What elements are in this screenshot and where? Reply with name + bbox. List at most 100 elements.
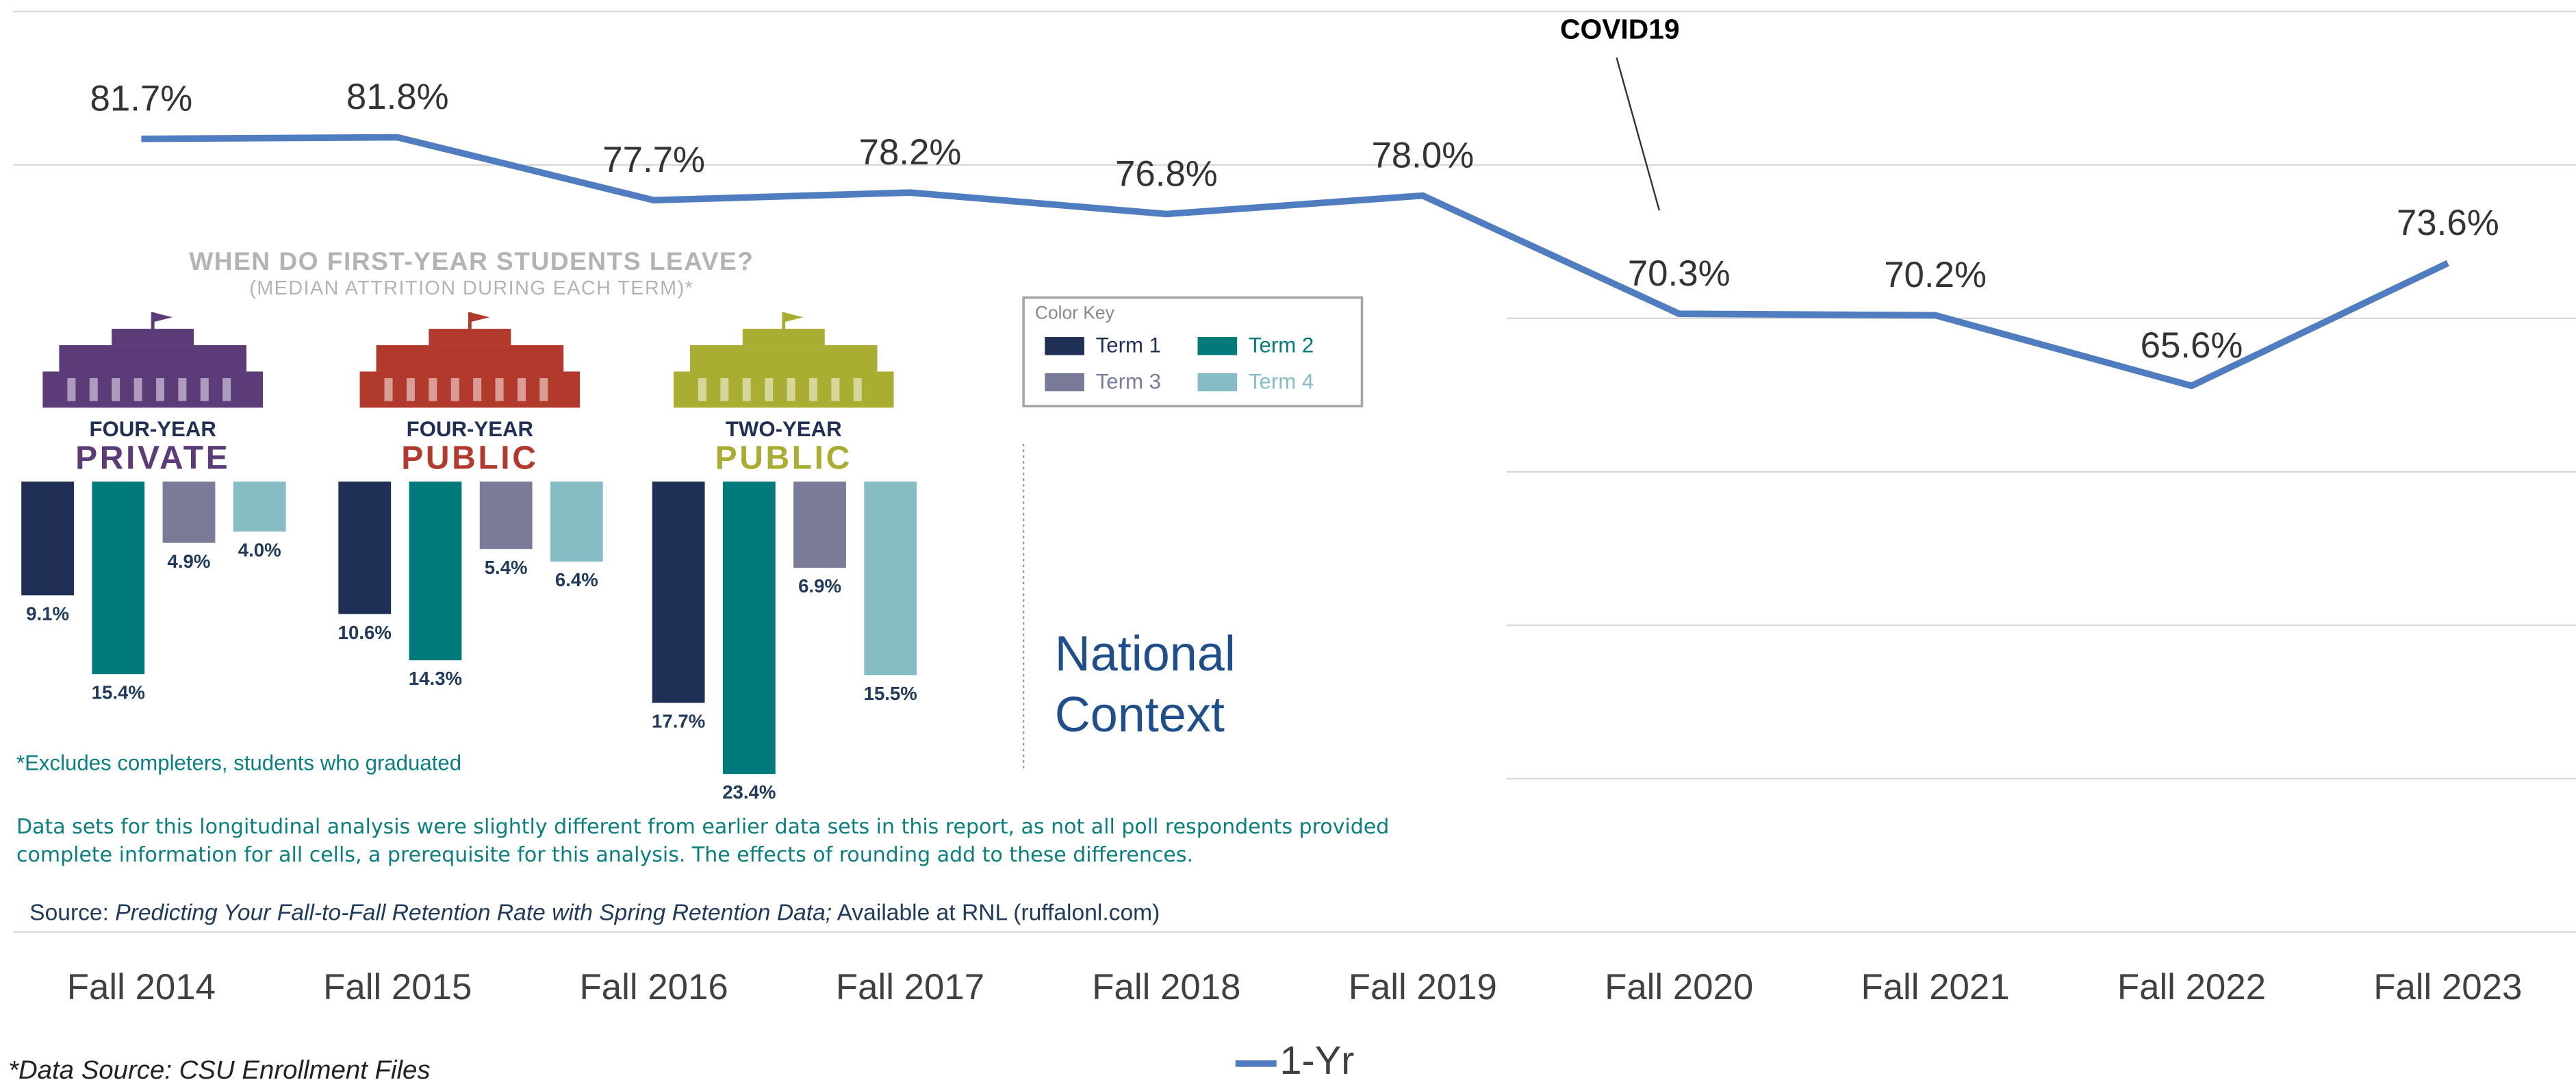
x-tick-label: Fall 2022: [2117, 967, 2266, 1007]
x-tick-label: Fall 2020: [1605, 967, 1753, 1007]
data-label: 70.3%: [1628, 253, 1731, 294]
bar: [338, 481, 391, 614]
x-tick-label: Fall 2015: [323, 967, 472, 1007]
icon: [743, 329, 825, 345]
inset-title: WHEN DO FIRST-YEAR STUDENTS LEAVE?: [189, 247, 754, 275]
icon: [90, 378, 98, 401]
data-label: 77.7%: [602, 140, 705, 180]
icon: [854, 378, 862, 401]
data-label: 15.5%: [864, 683, 917, 704]
x-tick-label: Fall 2018: [1092, 967, 1240, 1007]
icon: [765, 378, 773, 401]
data-label: 78.0%: [1371, 135, 1474, 175]
data-label: 6.4%: [555, 569, 598, 590]
legend-label: Term 4: [1249, 370, 1314, 394]
icon: [429, 329, 511, 345]
icon: [698, 378, 706, 401]
data-label: 4.0%: [238, 539, 281, 560]
bar: [163, 481, 216, 542]
icon: [690, 345, 878, 371]
icon: [743, 378, 751, 401]
icon: [377, 345, 564, 371]
icon: [156, 378, 164, 401]
annotation: National: [1055, 627, 1236, 681]
icon: [178, 378, 186, 401]
icon: [539, 378, 548, 401]
legend-label: Term 2: [1249, 334, 1314, 357]
legend-swatch: [1045, 337, 1084, 355]
bar: [480, 481, 533, 549]
legend-title: Color Key: [1035, 302, 1115, 323]
data-label: 76.8%: [1115, 153, 1218, 194]
source-part: Predicting Your Fall-to-Fall Retention R…: [115, 900, 832, 925]
data-label: 5.4%: [485, 557, 528, 578]
category-prefix: TWO-YEAR: [726, 417, 842, 441]
annotation: Context: [1055, 688, 1225, 742]
data-label: 6.9%: [798, 575, 841, 596]
source-part: Available at RNL (ruffalonl.com): [832, 900, 1160, 925]
footnote: *Data Source: CSU Enrollment Files: [8, 1055, 431, 1080]
page: Fall 2014 Fall 2015 Fall 2016 Fall 2017 Fall…: [0, 0, 2576, 1080]
chart: Fall 2014 Fall 2015 Fall 2016 Fall 2017 Fall…: [0, 0, 2576, 1080]
bar: [652, 481, 705, 703]
data-label: 14.3%: [409, 668, 462, 689]
data-label: 9.1%: [26, 603, 69, 624]
legend-swatch: [1045, 373, 1084, 391]
data-label: 4.9%: [168, 551, 211, 572]
x-tick-label: Fall 2023: [2373, 967, 2522, 1007]
bar: [409, 481, 462, 660]
data-label: 73.6%: [2397, 203, 2499, 243]
icon: [720, 378, 728, 401]
icon: [429, 378, 437, 401]
icon: [222, 378, 231, 401]
icon: [831, 378, 839, 401]
bar: [92, 481, 144, 674]
x-tick-label: Fall 2019: [1349, 967, 1497, 1007]
category-prefix: FOUR-YEAR: [90, 417, 216, 441]
icon: [451, 378, 459, 401]
data-label: 23.4%: [722, 781, 776, 803]
x-tick-label: Fall 2016: [580, 967, 728, 1007]
data-label: 15.4%: [92, 681, 145, 703]
icon: [134, 378, 142, 401]
legend-label: Term 3: [1096, 370, 1161, 394]
category-label: PUBLIC: [401, 440, 538, 477]
x-tick-label: Fall 2021: [1861, 967, 2009, 1007]
category-label: PUBLIC: [715, 440, 852, 477]
inset-footnote: *Excludes completers, students who gradu…: [16, 751, 461, 775]
icon: [407, 378, 415, 401]
bar: [864, 481, 917, 675]
icon: [809, 378, 817, 401]
note: Data sets for this longitudinal analysis…: [16, 812, 1479, 868]
annotation: COVID19: [1560, 13, 1680, 45]
data-label: 78.2%: [859, 132, 962, 173]
category-label: PRIVATE: [75, 440, 230, 477]
icon: [112, 378, 120, 401]
inset-subtitle: (MEDIAN ATTRITION DURING EACH TERM)*: [249, 277, 693, 299]
data-label: 17.7%: [652, 710, 705, 731]
icon: [385, 378, 393, 401]
annotation-pointer: [1616, 58, 1659, 210]
x-tick-label: Fall 2017: [836, 967, 984, 1007]
icon: [59, 345, 246, 371]
data-label: 10.6%: [338, 622, 392, 643]
bar: [793, 481, 846, 568]
note: Data sets for this longitudinal analysis…: [16, 812, 1479, 904]
bar: [723, 481, 776, 774]
icon: [473, 378, 481, 401]
icon: [787, 378, 795, 401]
icon: [201, 378, 209, 401]
data-label: 81.8%: [346, 77, 449, 117]
icon: [112, 329, 194, 345]
legend-label: Term 1: [1096, 334, 1161, 357]
data-label: 81.7%: [90, 78, 193, 118]
source: Source: Predicting Your Fall-to-Fall Ret…: [29, 900, 1160, 925]
x-tick-label: Fall 2014: [67, 967, 216, 1007]
source-part: Source:: [29, 900, 115, 925]
icon: [518, 378, 526, 401]
data-label: 65.6%: [2141, 325, 2243, 366]
bar: [550, 481, 603, 562]
legend-swatch: [1198, 373, 1238, 391]
icon: [496, 378, 504, 401]
bar: [21, 481, 74, 595]
